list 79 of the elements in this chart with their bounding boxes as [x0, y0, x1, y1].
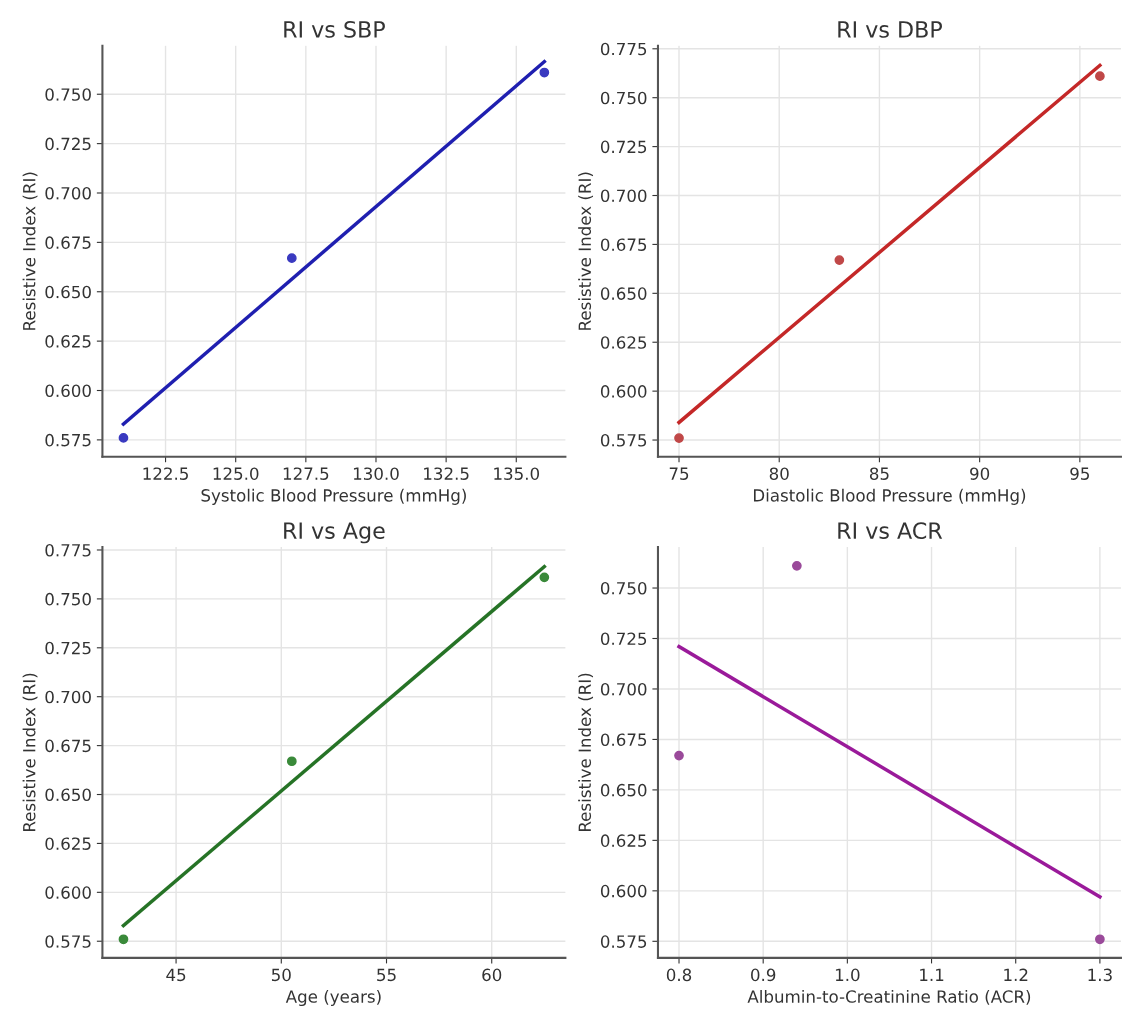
x-axis-title: Systolic Blood Pressure (mmHg): [201, 488, 466, 505]
x-tick-label: 135.0: [494, 467, 540, 480]
point: [834, 255, 845, 265]
y-tick-label: 0.625: [600, 834, 647, 847]
chart-title: RI vs ACR: [838, 522, 943, 540]
x-tick-label: 125.0: [213, 467, 259, 480]
y-tick-label: 0.600: [600, 884, 647, 898]
y-tick-label: 0.775: [600, 42, 647, 56]
y-axis-title: Resistive Index (RI): [578, 673, 594, 831]
x-tick-label: 0.9: [751, 968, 776, 982]
x-tick-label: 75: [669, 467, 689, 480]
y-tick-label: 0.625: [45, 335, 91, 348]
y-tick-label: 0.575: [45, 935, 91, 948]
y-tick-label: 0.675: [600, 238, 647, 251]
y-tick-label: 0.600: [45, 886, 91, 899]
y-tick-label: 0.700: [45, 186, 91, 200]
point: [791, 560, 802, 571]
y-axis-title: Resistive Index (RI): [22, 172, 38, 330]
y-tick-label: 0.725: [600, 632, 647, 646]
y-tick-label: 0.650: [45, 285, 91, 299]
point: [539, 572, 550, 583]
y-tick-label: 0.650: [600, 287, 647, 300]
x-tick-label: 127.5: [283, 467, 329, 480]
y-tick-label: 0.575: [600, 434, 647, 447]
y-tick-label: 0.700: [45, 690, 91, 704]
x-axis-title: Albumin-to-Creatinine Ratio (ACR): [747, 989, 1031, 1005]
y-tick-label: 0.650: [45, 788, 91, 802]
point: [1095, 934, 1105, 945]
y-tick-label: 0.750: [45, 592, 91, 606]
y-tick-label: 0.750: [600, 91, 647, 105]
x-tick-label: 132.5: [424, 467, 469, 480]
x-tick-label: 1.0: [835, 968, 860, 982]
x-tick-label: 130.0: [353, 467, 399, 480]
x-tick-label: 50: [271, 968, 291, 982]
chart-title: RI vs Age: [284, 522, 385, 544]
point: [286, 756, 297, 767]
point: [674, 750, 684, 761]
x-axis-title: Age (years): [285, 989, 381, 1007]
x-tick-label: 122.5: [143, 467, 188, 480]
y-tick-label: 0.775: [45, 543, 91, 557]
y-tick-label: 0.675: [45, 739, 91, 753]
y-tick-label: 0.750: [600, 581, 647, 595]
y-axis-title: Resistive Index (RI): [22, 673, 38, 831]
x-tick-label: 1.2: [1004, 968, 1028, 981]
y-tick-label: 0.700: [600, 189, 647, 203]
y-tick-label: 0.650: [600, 783, 647, 797]
x-tick-label: 85: [869, 467, 889, 480]
x-tick-label: 90: [970, 467, 990, 480]
y-axis-title: Resistive Index (RI): [578, 172, 594, 330]
point: [1095, 71, 1105, 82]
y-tick-label: 0.600: [600, 385, 647, 398]
point: [118, 433, 129, 443]
y-tick-label: 0.700: [600, 682, 647, 696]
point: [539, 67, 550, 78]
chart-title: RI vs DBP: [838, 21, 942, 38]
y-tick-label: 0.750: [45, 88, 91, 101]
x-tick-label: 45: [166, 968, 186, 982]
y-tick-label: 0.575: [600, 935, 647, 948]
x-tick-label: 1.1: [920, 968, 944, 981]
x-tick-label: 0.8: [666, 968, 692, 982]
point: [118, 934, 129, 945]
y-tick-label: 0.675: [45, 236, 91, 249]
y-tick-label: 0.625: [45, 837, 91, 850]
x-axis-title: Diastolic Blood Pressure (mmHg): [753, 488, 1026, 505]
x-tick-label: 80: [769, 467, 789, 480]
point: [286, 253, 297, 264]
y-tick-label: 0.575: [45, 433, 91, 447]
x-tick-label: 55: [377, 968, 396, 982]
x-tick-label: 1.3: [1088, 968, 1112, 982]
point: [674, 433, 684, 443]
x-tick-label: 95: [1070, 467, 1089, 480]
y-tick-label: 0.725: [45, 641, 91, 655]
y-tick-label: 0.600: [45, 384, 91, 398]
y-tick-label: 0.675: [600, 733, 647, 746]
y-tick-label: 0.725: [45, 137, 91, 151]
y-tick-label: 0.625: [600, 336, 647, 349]
y-tick-label: 0.725: [600, 140, 647, 154]
x-tick-label: 60: [482, 968, 502, 982]
chart-title: RI vs SBP: [284, 21, 385, 38]
